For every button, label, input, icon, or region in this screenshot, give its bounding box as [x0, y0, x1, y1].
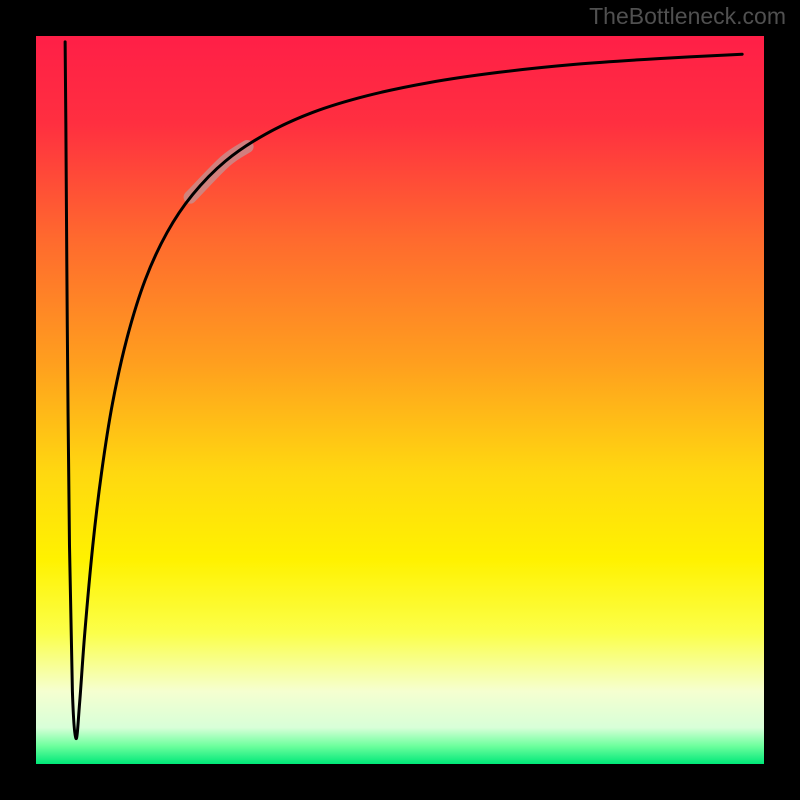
chart-container: TheBottleneck.com: [0, 0, 800, 800]
plot-background: [36, 36, 764, 764]
gradient-curve-chart: [0, 0, 800, 800]
watermark-text: TheBottleneck.com: [589, 3, 786, 30]
